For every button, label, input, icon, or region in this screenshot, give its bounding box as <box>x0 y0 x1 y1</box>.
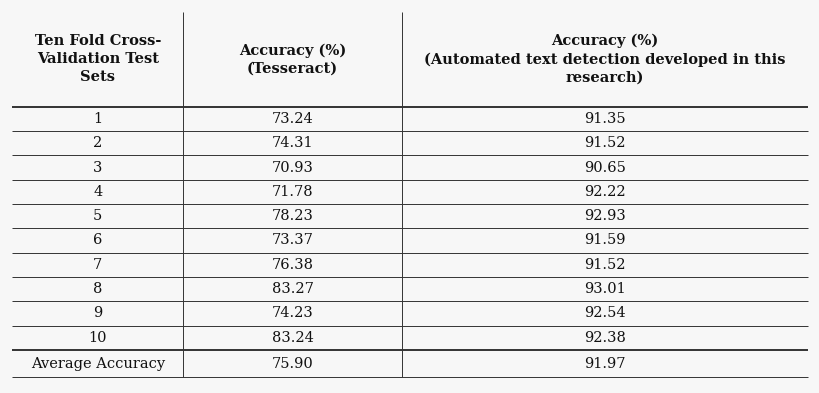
Text: 73.37: 73.37 <box>271 233 313 248</box>
Text: 91.52: 91.52 <box>583 136 625 150</box>
Text: 92.54: 92.54 <box>583 307 625 320</box>
Text: 8: 8 <box>93 282 102 296</box>
Text: 1: 1 <box>93 112 102 126</box>
Text: Accuracy (%)
(Automated text detection developed in this
research): Accuracy (%) (Automated text detection d… <box>423 34 785 84</box>
Text: 7: 7 <box>93 258 102 272</box>
Text: 71.78: 71.78 <box>272 185 313 199</box>
Text: 6: 6 <box>93 233 102 248</box>
Text: Ten Fold Cross-
Validation Test
Sets: Ten Fold Cross- Validation Test Sets <box>34 35 161 84</box>
Text: 78.23: 78.23 <box>271 209 313 223</box>
Text: 91.59: 91.59 <box>583 233 625 248</box>
Text: 92.93: 92.93 <box>583 209 625 223</box>
Text: 93.01: 93.01 <box>583 282 625 296</box>
Text: 74.23: 74.23 <box>271 307 313 320</box>
Text: 74.31: 74.31 <box>272 136 313 150</box>
Text: 75.90: 75.90 <box>271 356 313 371</box>
Text: 4: 4 <box>93 185 102 199</box>
Text: 10: 10 <box>88 331 107 345</box>
Text: 83.24: 83.24 <box>271 331 313 345</box>
Text: 3: 3 <box>93 161 102 174</box>
Text: Accuracy (%)
(Tesseract): Accuracy (%) (Tesseract) <box>239 43 346 75</box>
Text: 5: 5 <box>93 209 102 223</box>
Text: 2: 2 <box>93 136 102 150</box>
Text: 9: 9 <box>93 307 102 320</box>
Text: 90.65: 90.65 <box>583 161 625 174</box>
Text: 92.38: 92.38 <box>583 331 625 345</box>
Text: 92.22: 92.22 <box>583 185 625 199</box>
Text: 76.38: 76.38 <box>271 258 314 272</box>
Text: 91.52: 91.52 <box>583 258 625 272</box>
Text: 73.24: 73.24 <box>271 112 313 126</box>
Text: 91.97: 91.97 <box>583 356 625 371</box>
Text: 91.35: 91.35 <box>583 112 625 126</box>
Text: 70.93: 70.93 <box>271 161 313 174</box>
Text: Average Accuracy: Average Accuracy <box>30 356 165 371</box>
Text: 83.27: 83.27 <box>271 282 313 296</box>
